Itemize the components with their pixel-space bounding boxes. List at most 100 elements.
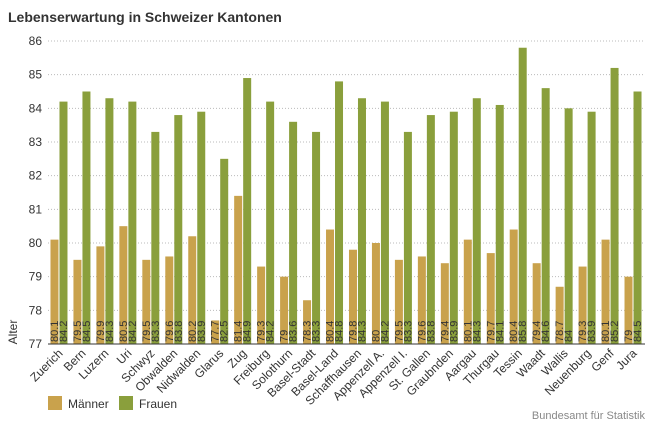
value-label: 84.2 bbox=[58, 321, 70, 342]
bar bbox=[165, 256, 174, 344]
value-label: 79.5 bbox=[393, 321, 405, 342]
bar bbox=[578, 266, 587, 344]
value-label: 79.8 bbox=[347, 321, 359, 342]
bar bbox=[394, 259, 403, 344]
bar bbox=[518, 47, 527, 344]
value-label: 79.6 bbox=[416, 321, 428, 342]
legend-label: Männer bbox=[68, 397, 109, 411]
value-label: 80.1 bbox=[49, 321, 61, 342]
value-label: 78.7 bbox=[554, 321, 566, 342]
value-label: 83.9 bbox=[448, 321, 460, 342]
bar bbox=[587, 111, 596, 344]
y-tick-label: 78 bbox=[29, 303, 43, 317]
y-tick-label: 83 bbox=[29, 135, 43, 149]
value-label: 80.4 bbox=[508, 321, 520, 342]
value-label: 83.9 bbox=[586, 321, 598, 342]
value-label: 79 bbox=[279, 330, 291, 342]
bar bbox=[555, 286, 564, 344]
bar bbox=[601, 239, 610, 344]
value-label: 80.2 bbox=[187, 321, 199, 342]
legend-swatch bbox=[48, 396, 62, 410]
value-label: 84.5 bbox=[81, 321, 93, 342]
bar bbox=[312, 131, 321, 344]
value-label: 83.8 bbox=[173, 321, 185, 342]
value-label: 83.6 bbox=[288, 321, 300, 342]
value-label: 79.4 bbox=[439, 321, 451, 342]
bar bbox=[289, 121, 298, 344]
bar bbox=[197, 111, 206, 344]
value-label: 80 bbox=[370, 330, 382, 342]
value-label: 84.8 bbox=[334, 321, 346, 342]
bar bbox=[96, 246, 105, 344]
bar bbox=[371, 243, 380, 344]
value-label: 84.6 bbox=[540, 321, 552, 342]
bar bbox=[151, 131, 160, 344]
value-label: 79.4 bbox=[531, 321, 543, 342]
value-label: 85.2 bbox=[609, 321, 621, 342]
bar bbox=[211, 320, 220, 344]
x-tick-label: Jura bbox=[613, 346, 640, 373]
value-label: 79.5 bbox=[72, 321, 84, 342]
y-tick-label: 82 bbox=[29, 169, 43, 183]
value-label: 79.5 bbox=[141, 321, 153, 342]
value-label: 84.2 bbox=[379, 321, 391, 342]
value-label: 85.8 bbox=[517, 321, 529, 342]
bar bbox=[303, 300, 312, 344]
bar bbox=[610, 67, 619, 344]
y-axis-label: Alter bbox=[6, 320, 20, 345]
bar bbox=[426, 115, 435, 344]
y-tick-label: 80 bbox=[29, 236, 43, 250]
bar bbox=[472, 98, 481, 344]
bar bbox=[188, 236, 197, 344]
bar bbox=[280, 276, 289, 344]
value-label: 84.3 bbox=[471, 321, 483, 342]
value-label: 79 bbox=[623, 330, 635, 342]
value-label: 79.3 bbox=[577, 321, 589, 342]
value-label: 77.7 bbox=[210, 321, 222, 342]
legend-label: Frauen bbox=[139, 397, 177, 411]
value-label: 79.3 bbox=[256, 321, 268, 342]
legend-swatch bbox=[119, 396, 133, 410]
bar bbox=[73, 259, 82, 344]
bar bbox=[495, 104, 504, 344]
y-tick-label: 84 bbox=[29, 101, 43, 115]
bar bbox=[417, 256, 426, 344]
bar bbox=[335, 81, 344, 345]
bar bbox=[509, 229, 518, 344]
y-tick-label: 79 bbox=[29, 270, 43, 284]
value-label: 83.3 bbox=[150, 321, 162, 342]
x-tick-label: Genf bbox=[588, 346, 617, 375]
value-label: 80.4 bbox=[325, 321, 337, 342]
value-label: 84.2 bbox=[265, 321, 277, 342]
value-label: 84.9 bbox=[242, 321, 254, 342]
bar bbox=[257, 266, 266, 344]
bar bbox=[105, 98, 114, 344]
bar bbox=[174, 115, 183, 344]
value-label: 80.5 bbox=[118, 321, 130, 342]
chart-title: Lebenserwartung in Schweizer Kantonen bbox=[8, 9, 282, 25]
value-label: 84.5 bbox=[632, 321, 644, 342]
value-label: 84.2 bbox=[127, 321, 139, 342]
bar bbox=[82, 91, 91, 344]
bar bbox=[234, 195, 243, 344]
bar bbox=[380, 101, 389, 344]
bar bbox=[633, 91, 642, 344]
value-label: 83.3 bbox=[402, 321, 414, 342]
y-tick-label: 77 bbox=[29, 337, 43, 351]
value-label: 82.5 bbox=[219, 321, 231, 342]
y-tick-label: 86 bbox=[29, 34, 43, 48]
bar bbox=[243, 78, 252, 345]
bar bbox=[463, 239, 472, 344]
bar bbox=[59, 101, 68, 344]
bar bbox=[142, 259, 151, 344]
bar bbox=[128, 101, 137, 344]
bar bbox=[266, 101, 275, 344]
bar bbox=[403, 131, 412, 344]
value-label: 80.1 bbox=[600, 321, 612, 342]
value-label: 79.7 bbox=[485, 321, 497, 342]
y-tick-label: 85 bbox=[29, 68, 43, 82]
bar bbox=[50, 239, 59, 344]
bar bbox=[449, 111, 458, 344]
value-label: 83.9 bbox=[196, 321, 208, 342]
